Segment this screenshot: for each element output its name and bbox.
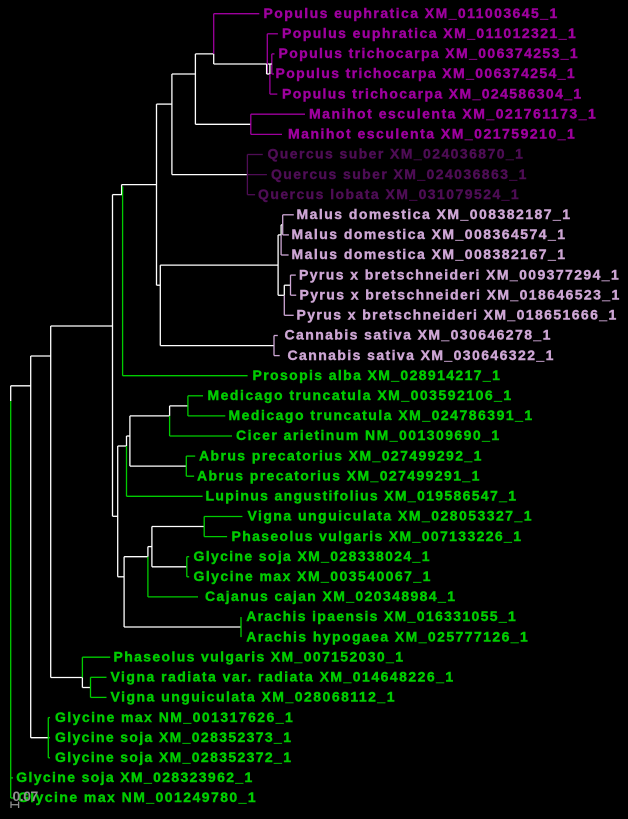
svg-text:Glycine soja XM_028338024_1: Glycine soja XM_028338024_1 [194, 548, 430, 564]
svg-text:Arachis ipaensis XM_016331055_: Arachis ipaensis XM_016331055_1 [246, 608, 516, 624]
svg-text:Vigna unguiculata XM_028053327: Vigna unguiculata XM_028053327_1 [248, 508, 532, 524]
svg-text:Quercus suber XM_024036870_1: Quercus suber XM_024036870_1 [268, 146, 524, 162]
svg-text:Vigna unguiculata XM_028068112: Vigna unguiculata XM_028068112_1 [111, 689, 395, 705]
svg-text:Pyrus x bretschneideri XM_0186: Pyrus x bretschneideri XM_018651666_1 [297, 307, 617, 323]
svg-text:Abrus precatorius XM_027499291: Abrus precatorius XM_027499291_1 [197, 467, 480, 483]
svg-text:Populus trichocarpa XM_0245863: Populus trichocarpa XM_024586304_1 [282, 85, 581, 101]
svg-text:Malus domestica XM_008382187_1: Malus domestica XM_008382187_1 [297, 206, 571, 222]
svg-text:Populus euphratica XM_01101232: Populus euphratica XM_011012321_1 [282, 25, 576, 41]
svg-text:Glycine soja XM_028352372_1: Glycine soja XM_028352372_1 [55, 749, 291, 765]
svg-text:Glycine soja XM_028352373_1: Glycine soja XM_028352373_1 [55, 729, 291, 745]
svg-text:Manihot esculenta XM_021761173: Manihot esculenta XM_021761173_1 [309, 106, 596, 122]
svg-text:Malus domestica XM_008382167_1: Malus domestica XM_008382167_1 [292, 246, 566, 262]
svg-text:Prosopis alba XM_028914217_1: Prosopis alba XM_028914217_1 [253, 367, 501, 383]
svg-text:Vigna radiata var. radiata XM_: Vigna radiata var. radiata XM_014648226_… [111, 669, 454, 685]
svg-text:Manihot esculenta XM_021759210: Manihot esculenta XM_021759210_1 [288, 126, 575, 142]
svg-text:0.07: 0.07 [13, 788, 39, 804]
svg-text:Cannabis sativa XM_030646278_1: Cannabis sativa XM_030646278_1 [285, 327, 551, 343]
svg-text:Quercus suber XM_024036863_1: Quercus suber XM_024036863_1 [271, 166, 527, 182]
svg-text:Glycine soja XM_028323962_1: Glycine soja XM_028323962_1 [16, 769, 252, 785]
svg-text:Phaseolus vulgaris XM_00713322: Phaseolus vulgaris XM_007133226_1 [232, 528, 522, 544]
svg-text:Abrus precatorius XM_027499292: Abrus precatorius XM_027499292_1 [199, 447, 482, 463]
svg-text:Cicer arietinum NM_001309690_1: Cicer arietinum NM_001309690_1 [236, 427, 499, 443]
svg-text:Populus trichocarpa XM_0063742: Populus trichocarpa XM_006374253_1 [279, 45, 578, 61]
svg-text:Malus domestica XM_008364574_1: Malus domestica XM_008364574_1 [292, 226, 566, 242]
svg-text:Pyrus x bretschneideri XM_0093: Pyrus x bretschneideri XM_009377294_1 [299, 266, 619, 282]
svg-text:Arachis hypogaea XM_025777126_: Arachis hypogaea XM_025777126_1 [246, 628, 528, 644]
svg-text:Cannabis sativa XM_030646322_1: Cannabis sativa XM_030646322_1 [288, 347, 554, 363]
svg-text:Populus trichocarpa XM_0063742: Populus trichocarpa XM_006374254_1 [276, 65, 575, 81]
svg-text:Populus euphratica XM_01100364: Populus euphratica XM_011003645_1 [264, 5, 558, 21]
svg-text:Cajanus cajan XM_020348984_1: Cajanus cajan XM_020348984_1 [205, 588, 455, 604]
svg-text:Glycine max NM_001317626_1: Glycine max NM_001317626_1 [55, 709, 293, 725]
svg-text:Lupinus angustifolius XM_01958: Lupinus angustifolius XM_019586547_1 [206, 488, 517, 504]
svg-text:Quercus lobata XM_031079524_1: Quercus lobata XM_031079524_1 [258, 186, 519, 202]
svg-text:Glycine max XM_003540067_1: Glycine max XM_003540067_1 [194, 568, 431, 584]
svg-text:Medicago truncatula XM_0035921: Medicago truncatula XM_003592106_1 [208, 387, 512, 403]
svg-text:Glycine max NM_001249780_1: Glycine max NM_001249780_1 [18, 789, 256, 805]
svg-text:Pyrus x bretschneideri XM_0186: Pyrus x bretschneideri XM_018646523_1 [300, 286, 620, 302]
svg-text:Medicago truncatula XM_0247863: Medicago truncatula XM_024786391_1 [229, 407, 533, 423]
svg-text:Phaseolus vulgaris XM_00715203: Phaseolus vulgaris XM_007152030_1 [114, 648, 404, 664]
